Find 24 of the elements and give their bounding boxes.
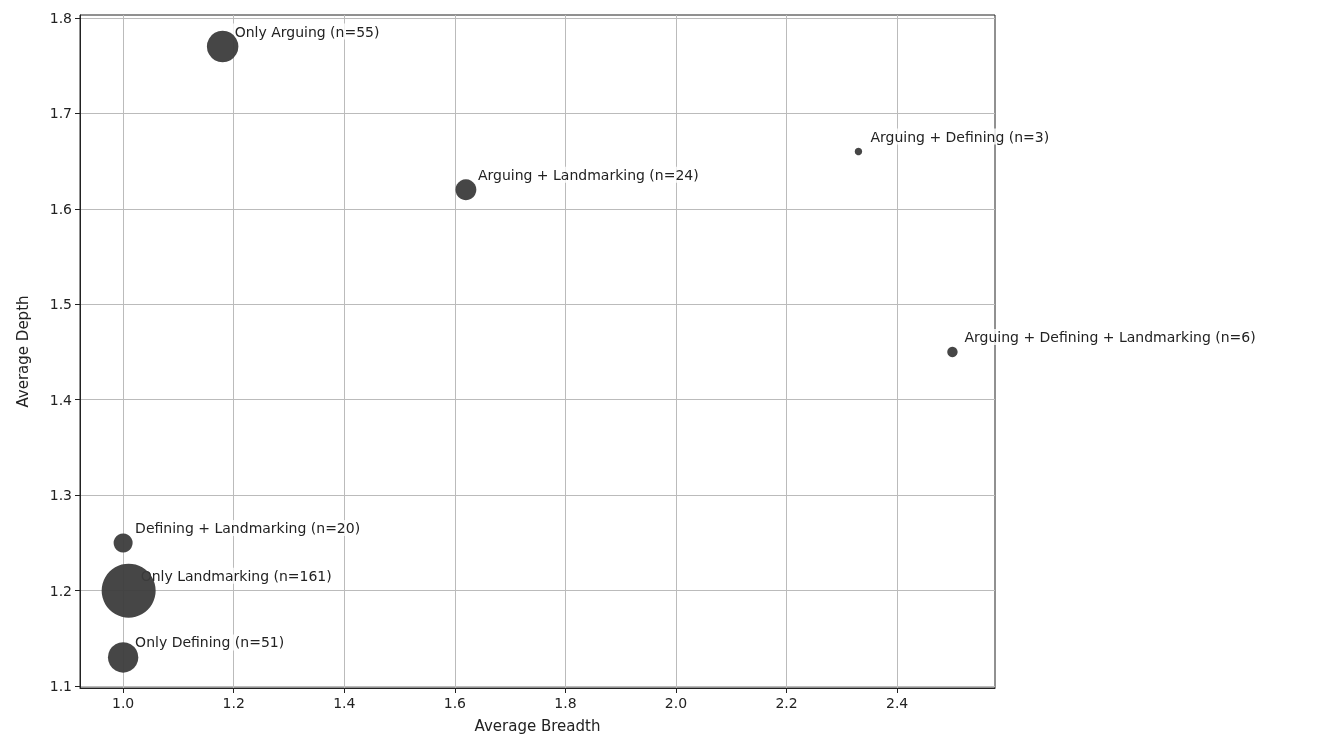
y-tick-label: 1.2: [49, 582, 72, 599]
x-tick-label: 2.0: [664, 695, 688, 711]
y-axis-title: Average Depth: [13, 295, 32, 408]
y-tick-label: 1.6: [49, 200, 73, 217]
y-tick-label: 1.7: [49, 105, 72, 122]
annotation: Only Defining (n=51): [135, 634, 285, 651]
x-tick-label: 2.2: [775, 695, 798, 711]
x-axis-title: Average Breadth: [474, 716, 601, 735]
y-tick-label: 1.1: [49, 678, 72, 695]
annotation: Arguing + Defining (n=3): [870, 128, 1050, 145]
x-tick-label: 2.4: [886, 695, 909, 711]
x-tick-label: 1.6: [443, 695, 467, 711]
annotation: Only Arguing (n=55): [234, 23, 380, 40]
y-tick-label: 1.8: [49, 9, 72, 26]
y-tick-label: 1.3: [49, 487, 72, 504]
x-tick-label: 1.4: [333, 695, 356, 711]
x-tick-label: 1.8: [554, 695, 577, 711]
x-tick-label: 1.2: [222, 695, 245, 711]
y-tick-label: 1.5: [49, 296, 72, 313]
y-tick-label: 1.4: [49, 391, 73, 408]
x-tick-label: 1.0: [111, 695, 135, 711]
annotation: Defining + Landmarking (n=20): [135, 519, 361, 536]
annotation: Arguing + Defining + Landmarking (n=6): [964, 328, 1256, 345]
annotation: Arguing + Landmarking (n=24): [477, 166, 699, 183]
